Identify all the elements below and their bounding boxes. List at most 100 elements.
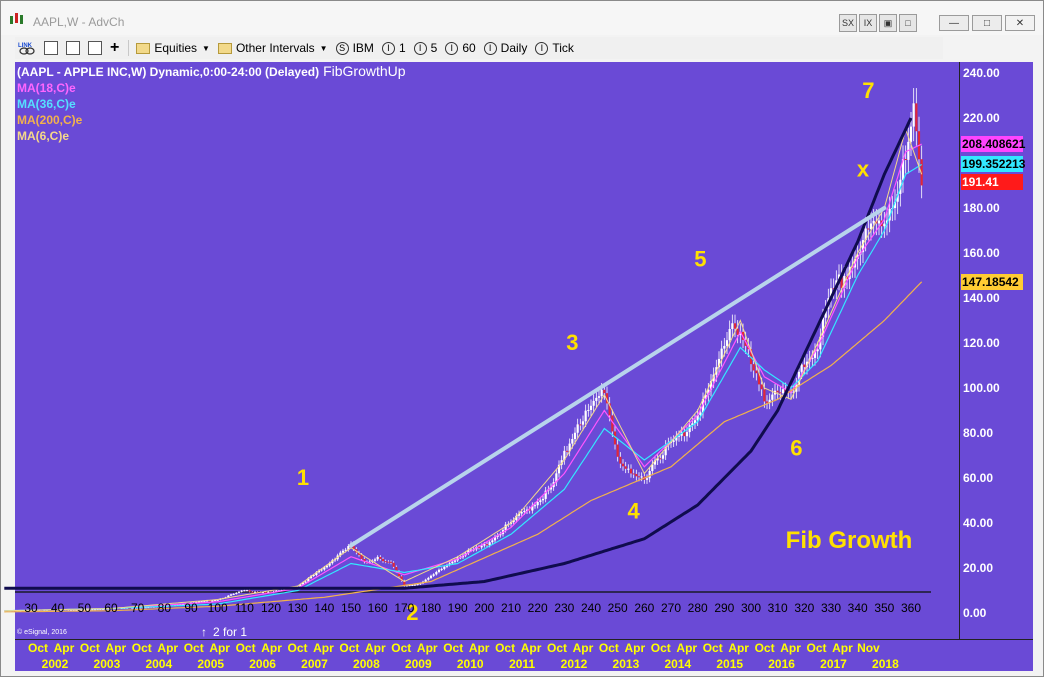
candle-body: [901, 159, 905, 180]
candle-body: [523, 510, 526, 512]
window-icon[interactable]: □: [899, 14, 917, 32]
candle-body: [648, 471, 651, 479]
candle-body: [147, 607, 150, 609]
interval-60-button[interactable]: I 60: [442, 38, 478, 58]
tick-button[interactable]: I Tick: [532, 38, 577, 58]
folder-icon: [136, 42, 151, 54]
candle-body: [309, 575, 313, 579]
candle-body: [888, 208, 891, 221]
candle-body: [243, 590, 246, 592]
candle-body: [525, 509, 529, 511]
candle-body: [629, 468, 633, 474]
wave-label: 4: [628, 499, 641, 524]
title-bar[interactable]: AAPL,W - AdvCh SX IX ▣ □ — □ ✕: [1, 1, 1043, 35]
equities-dropdown[interactable]: Equities ▼: [133, 38, 213, 58]
gear-icon: [88, 41, 102, 55]
year-tick-label: 2005: [197, 657, 224, 671]
settings-button[interactable]: [85, 38, 105, 58]
interval-1-label: 1: [398, 41, 406, 55]
month-tick-label: Apr: [365, 641, 386, 655]
candle-body: [557, 464, 561, 474]
layout-button[interactable]: [63, 38, 83, 58]
candle-body: [768, 399, 771, 403]
month-tick-label: Apr: [625, 641, 646, 655]
year-tick-label: 2003: [94, 657, 121, 671]
candle-body: [533, 505, 537, 507]
bar-counter-label: 40: [51, 601, 65, 615]
candle-body: [104, 608, 107, 610]
candle-body: [912, 103, 915, 127]
candle-body: [264, 592, 267, 594]
candle-body: [208, 600, 211, 602]
lock-icon[interactable]: ▣: [879, 14, 897, 32]
candle-body: [515, 515, 518, 521]
candle-body: [101, 608, 105, 610]
candle-body: [635, 473, 638, 477]
split-note: 2 for 1: [213, 625, 247, 639]
price-tick-label: 120.00: [963, 336, 1000, 350]
candle-body: [520, 511, 523, 514]
wave-label: 7: [862, 78, 874, 103]
other-intervals-dropdown[interactable]: Other Intervals ▼: [215, 38, 331, 58]
candle-body: [536, 501, 539, 506]
interval-icon: I: [483, 41, 497, 55]
interval-5-button[interactable]: I 5: [411, 38, 441, 58]
month-tick-label: Apr: [261, 641, 282, 655]
wave-label: 1: [297, 465, 309, 490]
candle-body: [480, 545, 483, 548]
candle-body: [413, 584, 417, 586]
sx-icon[interactable]: SX: [839, 14, 857, 32]
plus-icon: +: [110, 39, 120, 56]
candle-body: [755, 370, 758, 374]
candle-body: [229, 594, 233, 596]
candle-body: [869, 223, 873, 229]
minimize-button[interactable]: —: [939, 15, 969, 31]
candle-body: [717, 358, 721, 368]
price-tick-label: 60.00: [963, 471, 993, 485]
candle-body: [733, 323, 737, 329]
date-axis[interactable]: [15, 639, 1033, 671]
month-tick-label: Apr: [469, 641, 490, 655]
candle-body: [803, 364, 806, 368]
candle-body: [699, 412, 702, 415]
candle-body: [83, 609, 86, 611]
candle-body: [245, 590, 249, 592]
candle-body: [659, 458, 662, 460]
month-tick-label: Apr: [54, 641, 75, 655]
month-tick-label: Apr: [728, 641, 749, 655]
daily-button[interactable]: I Daily: [481, 38, 531, 58]
candle-body: [832, 288, 835, 290]
link-button[interactable]: LINK: [15, 38, 39, 58]
candle-body: [883, 223, 886, 227]
restore-button[interactable]: □: [972, 15, 1002, 31]
symbol-label: IBM: [352, 41, 374, 55]
close-button[interactable]: ✕: [1005, 15, 1035, 31]
candle-body: [131, 607, 134, 609]
ma36-legend: MA(36,C)e: [17, 97, 76, 111]
bar-counter-label: 50: [78, 601, 92, 615]
window-title: AAPL,W - AdvCh: [33, 15, 125, 29]
candle-body: [896, 193, 899, 202]
candle-body: [723, 345, 726, 349]
year-tick-label: 2018: [872, 657, 899, 671]
toolbar: LINK + Equities ▼ Other Intervals ▼ S IB…: [15, 37, 943, 59]
price-tick-labels: 0.00 20.00 40.00 60.00 80.00 100.00 120.00 140.…: [963, 66, 1000, 620]
bar-counter-label: 360: [901, 601, 921, 615]
candle-body: [253, 591, 257, 593]
interval-1-button[interactable]: I 1: [379, 38, 409, 58]
candle-body: [581, 421, 585, 425]
candle-body: [848, 266, 851, 280]
candle-body: [915, 103, 918, 132]
add-button[interactable]: +: [107, 38, 122, 58]
symbol-button[interactable]: S IBM: [333, 38, 377, 58]
copy-button[interactable]: [41, 38, 61, 58]
candle-body: [776, 390, 779, 393]
bar-counter: 30 40 50 60 70 80 90 100 110 120 130 140 150 160 170 18…: [24, 601, 921, 615]
candle-body: [691, 423, 694, 426]
candle-body: [467, 550, 470, 554]
candle-body: [544, 490, 547, 499]
candle-body: [80, 609, 83, 611]
candle-body: [813, 351, 817, 358]
month-tick-label: Oct: [547, 641, 567, 655]
ix-icon[interactable]: IX: [859, 14, 877, 32]
